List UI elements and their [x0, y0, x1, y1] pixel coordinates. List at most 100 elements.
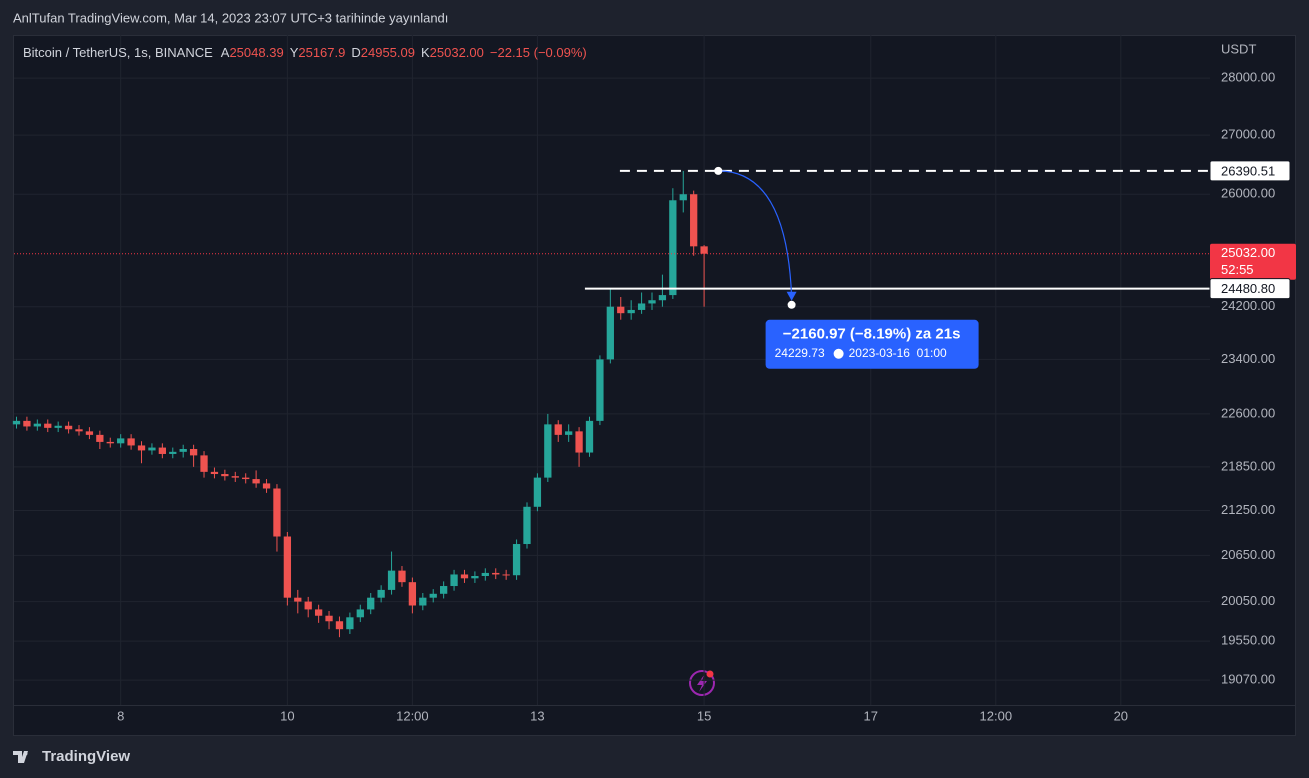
candle-body: [481, 572, 489, 577]
chart-panel: [13, 35, 1296, 736]
x-tick-label: 8: [117, 708, 124, 723]
measure-price: 24229.73: [775, 346, 825, 360]
measure-end: [787, 300, 796, 309]
last-price-box: [1210, 243, 1296, 280]
candle-body: [242, 477, 250, 480]
y-tick-label: 22600.00: [1221, 405, 1275, 420]
candle-body: [471, 576, 479, 579]
measure-start: [714, 166, 723, 175]
legend-value: 25048.39: [229, 45, 283, 60]
price-line-label: 26390.51: [1221, 163, 1275, 178]
candle-body: [439, 586, 448, 594]
legend-value: 24955.09: [361, 45, 415, 60]
x-tick-label: 20: [1114, 708, 1128, 723]
candle-body: [512, 544, 521, 576]
candle-body: [460, 574, 469, 579]
candle-body: [252, 479, 260, 484]
measure-arrow: [718, 170, 793, 297]
candle-body: [492, 572, 500, 575]
candle-body: [304, 601, 312, 610]
candle-body: [533, 477, 542, 507]
last-price-countdown: 52:55: [1221, 262, 1254, 277]
candle-body: [575, 431, 583, 453]
legend-value: 25167.9: [298, 45, 345, 60]
candle-body: [554, 424, 562, 435]
candle-body: [502, 574, 510, 576]
candle-body: [158, 447, 167, 454]
candle-body: [96, 434, 104, 442]
y-tick-label: 19550.00: [1221, 633, 1275, 648]
candle-body: [294, 597, 302, 602]
candle-body: [127, 438, 135, 446]
candle-body: [85, 431, 94, 435]
candle-body: [679, 194, 687, 201]
candle-body: [148, 447, 156, 451]
candle-body: [408, 582, 417, 606]
x-tick-label: 10: [280, 708, 294, 723]
candle-body: [200, 455, 208, 472]
candle-body: [335, 621, 344, 630]
candle-body: [429, 593, 437, 598]
last-price-label: 25032.00: [1221, 245, 1275, 260]
price-line-box: [1209, 278, 1291, 300]
measure-text: −2160.97 (−8.19%) za 21s: [783, 326, 961, 343]
x-tick-label: 15: [697, 708, 711, 723]
candle-body: [523, 506, 531, 545]
measure-arrowhead: [786, 291, 797, 301]
y-tick-label: 20650.00: [1221, 547, 1275, 562]
candle-body: [314, 609, 323, 616]
y-tick-label: 21250.00: [1221, 502, 1275, 517]
candle-body: [44, 423, 52, 428]
price-line-label: 24480.80: [1221, 281, 1275, 296]
candle-body: [106, 441, 114, 444]
candle-body: [637, 303, 646, 310]
candle-body: [669, 200, 677, 296]
y-tick-label: 23400.00: [1221, 351, 1275, 366]
candle-body: [450, 574, 458, 587]
candle-body: [169, 451, 177, 454]
legend-key: Y: [290, 45, 299, 60]
candle-body: [377, 589, 385, 598]
candle-body: [54, 425, 62, 428]
y-tick-label: 27000.00: [1221, 127, 1275, 142]
candle-body: [419, 597, 427, 606]
candle-body: [283, 536, 292, 598]
legend-key: K: [421, 45, 430, 60]
header-title: AnlTufan TradingView.com, Mar 14, 2023 2…: [13, 10, 448, 25]
candle-body: [23, 420, 31, 427]
legend-key: D: [351, 45, 360, 60]
legend-value: 25032.00: [430, 45, 484, 60]
candle-body: [273, 488, 281, 537]
candle-body: [356, 609, 364, 618]
price-line-box: [1209, 160, 1291, 182]
candle-body: [627, 309, 635, 314]
lightning-icon: [689, 670, 715, 696]
legend-title: Bitcoin / TetherUS, 1s, BINANCE: [23, 45, 213, 60]
footer-logo: [13, 751, 28, 763]
measure-box: [765, 319, 979, 369]
x-tick-label: 12:00: [396, 708, 429, 723]
candle-body: [544, 424, 552, 478]
candle-body: [64, 425, 73, 430]
candle-body: [565, 431, 573, 435]
candle-body: [367, 597, 375, 610]
footer-brand: TradingView: [42, 748, 130, 765]
candle-body: [231, 476, 239, 478]
candle-body: [658, 295, 667, 301]
y-tick-label: 19070.00: [1221, 672, 1275, 687]
candle-body: [12, 420, 21, 425]
candle-body: [596, 359, 604, 421]
candle-body: [179, 448, 187, 452]
y-tick-label: 21850.00: [1221, 458, 1275, 473]
legend-key: A: [221, 45, 230, 60]
x-tick-label: 17: [864, 708, 878, 723]
candle-body: [387, 570, 396, 590]
candle-body: [75, 429, 83, 432]
y-tick-label: 28000.00: [1221, 70, 1275, 85]
candle-body: [346, 617, 354, 630]
legend-change: −22.15 (−0.09%): [490, 45, 587, 60]
y-unit: USDT: [1221, 41, 1256, 56]
candle-body: [398, 570, 406, 583]
